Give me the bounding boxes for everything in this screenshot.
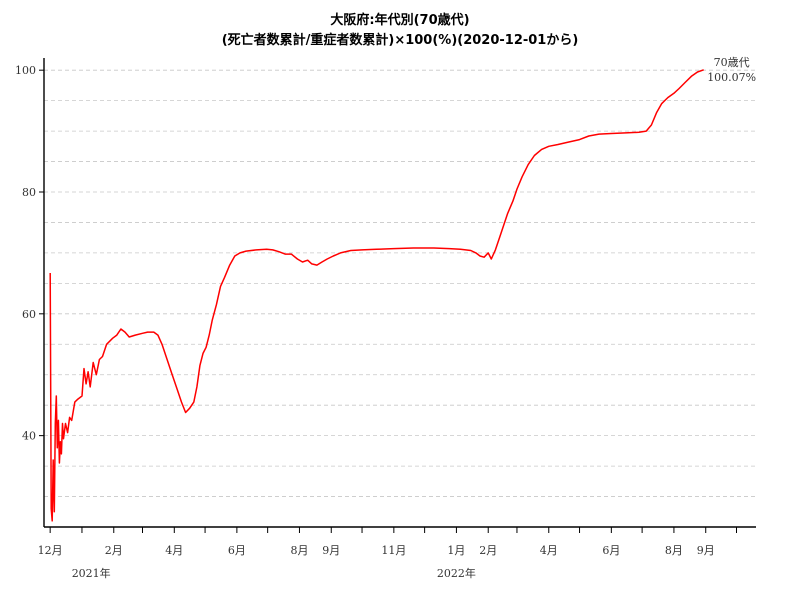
x-year-label-1: 2022年: [437, 566, 476, 580]
x-tick-label-6: 6月: [228, 544, 246, 557]
gridlines: [44, 69, 756, 528]
y-tick-label-80: 80: [22, 186, 36, 199]
y-tick-label-100: 100: [15, 64, 36, 77]
y-tick-label-40: 40: [22, 430, 36, 443]
x-tick-label-20: 8月: [665, 544, 683, 557]
chart-title-line1: 大阪府:年代別(70歳代): [330, 12, 469, 28]
series-layer: [49, 69, 704, 522]
x-tick-label-8: 8月: [290, 544, 308, 557]
axes: [43, 58, 756, 528]
x-tick-label-21: 9月: [697, 544, 715, 557]
x-tick-label-9: 9月: [322, 544, 340, 557]
x-tick-label-18: 6月: [602, 544, 620, 557]
x-axis-ticks: 12月 2月 4月 6月 8月 9月 11月 1月 2月 4月 6月 8月 9月 2021年 2022年: [38, 527, 738, 580]
end-labels: 70歳代 100.07%: [707, 56, 756, 84]
y-axis-ticks: 40 60 80 100: [15, 64, 44, 443]
chart-title-line2: (死亡者数累計/重症者数累計)×100(%)(2020-12-01から): [222, 32, 579, 48]
series-name-label-0: 70歳代: [714, 56, 750, 69]
x-tick-label-2: 2月: [105, 544, 123, 557]
x-tick-label-14: 2月: [479, 544, 497, 557]
x-tick-label-16: 4月: [540, 544, 558, 557]
y-tick-label-60: 60: [22, 308, 36, 321]
series-end-value-label-0: 100.07%: [707, 71, 756, 84]
series-line-0: [49, 69, 704, 522]
x-tick-label-0: 12月: [38, 544, 63, 557]
x-tick-label-11: 11月: [381, 544, 406, 557]
x-tick-label-4: 4月: [165, 544, 183, 557]
x-year-label-0: 2021年: [72, 566, 111, 580]
x-tick-label-13: 1月: [447, 544, 465, 557]
